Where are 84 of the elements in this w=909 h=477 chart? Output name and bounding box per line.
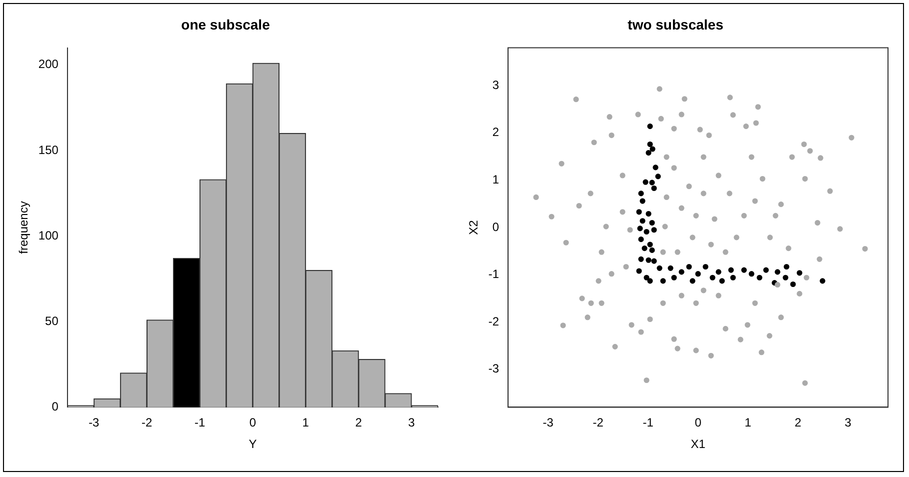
point [728, 267, 734, 273]
point [647, 278, 653, 284]
x-tick-label: 0 [249, 416, 256, 430]
point [636, 209, 642, 215]
chart-title: one subscale [181, 16, 270, 32]
point [782, 274, 788, 280]
point [647, 141, 653, 148]
x-tick-label: 1 [302, 416, 310, 430]
y-tick-label: 50 [45, 314, 59, 328]
point [638, 190, 644, 196]
x-tick-label: 3 [844, 416, 852, 430]
point [796, 270, 802, 276]
y-tick-label: 0 [492, 220, 500, 234]
point [690, 278, 696, 284]
point [640, 218, 646, 224]
y-tick-label: 2 [492, 125, 500, 140]
point [651, 185, 657, 192]
point [741, 267, 747, 273]
x-tick-label: 3 [408, 416, 416, 430]
x-axis-title: X1 [690, 437, 706, 452]
y-tick-label: 100 [38, 228, 59, 242]
x-tick-label: 2 [355, 416, 362, 430]
x-tick-label: -3 [542, 416, 554, 430]
point [644, 228, 650, 235]
point [763, 267, 769, 273]
x-tick-label: -3 [88, 416, 100, 430]
point [655, 174, 661, 180]
point [702, 264, 708, 270]
point [650, 146, 656, 152]
point [748, 271, 754, 277]
y-tick-label: 0 [52, 400, 59, 414]
point [637, 226, 643, 232]
y-tick-label: 150 [38, 142, 59, 157]
point [649, 247, 655, 253]
point [647, 242, 653, 248]
point [636, 268, 642, 274]
point [730, 274, 736, 280]
point [784, 264, 790, 270]
point [638, 256, 644, 262]
point [756, 274, 762, 280]
x-axis-title: Y [248, 437, 257, 452]
point [644, 274, 650, 280]
point [678, 269, 684, 275]
point [652, 164, 658, 170]
y-tick-label: 3 [492, 78, 500, 92]
point [774, 269, 780, 275]
x-tick-label: -2 [592, 416, 604, 430]
point [649, 180, 655, 186]
point [710, 274, 716, 280]
x-tick-label: -1 [194, 416, 206, 430]
y-tick-label: 1 [492, 172, 500, 187]
point [647, 124, 653, 130]
x-tick-label: 1 [744, 416, 752, 430]
point [656, 265, 662, 271]
point [651, 227, 657, 233]
point [695, 271, 701, 277]
point [686, 264, 692, 270]
point [646, 210, 652, 217]
point [716, 269, 722, 275]
x-tick-label: -2 [141, 416, 152, 430]
point [671, 274, 677, 280]
point [638, 236, 644, 242]
x-tick-label: 0 [694, 416, 702, 430]
point [668, 265, 674, 271]
point [651, 258, 657, 264]
x-tick-label: -1 [642, 416, 654, 430]
point [642, 246, 648, 252]
point [820, 278, 826, 284]
y-axis-title: X2 [466, 220, 481, 235]
point [790, 281, 796, 288]
y-tick-label: -1 [488, 267, 500, 282]
point [646, 150, 652, 156]
point [649, 220, 655, 226]
y-tick-label: -3 [488, 362, 500, 376]
point [646, 257, 652, 263]
point [640, 198, 646, 204]
y-tick-label: 200 [38, 57, 59, 72]
x-tick-label: 2 [794, 416, 802, 430]
chart-title: two subscales [628, 16, 724, 32]
y-tick-label: -2 [488, 314, 500, 328]
point [719, 278, 725, 284]
y-axis-title: frequency [16, 201, 31, 254]
point [642, 179, 648, 185]
point [660, 278, 666, 284]
